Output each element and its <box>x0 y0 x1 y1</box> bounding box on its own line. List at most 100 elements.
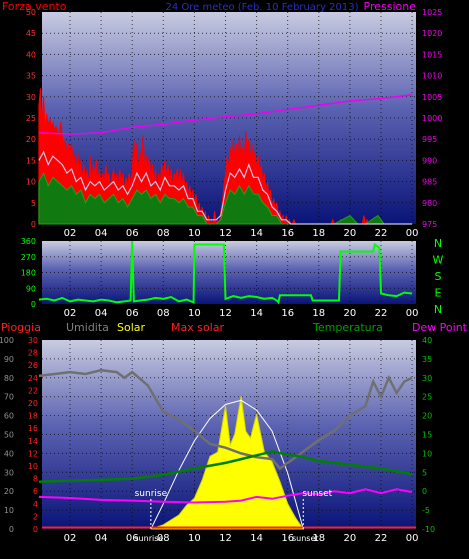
direction-x-tick-label: 02 <box>64 308 77 319</box>
wind-tick-label: 5 <box>31 199 36 208</box>
wind-x-tick-label: 16 <box>281 228 294 239</box>
wind-tick-label: 30 <box>26 93 36 102</box>
direction-x-tick-label: 04 <box>95 308 108 319</box>
dew-point-line <box>38 488 413 504</box>
rain-x-tick-label: 22 <box>375 533 388 544</box>
wind-x-tick-label: 06 <box>126 228 139 239</box>
direction-series <box>38 240 413 305</box>
direction-tick-label: 0 <box>31 300 36 309</box>
temperature-tick-label: 30 <box>422 374 432 383</box>
rain-x-tick-label: 20 <box>344 533 357 544</box>
direction-tick-label: 270 <box>21 253 36 262</box>
wind-tick-label: 45 <box>26 29 36 38</box>
humidity-tick-label: 80 <box>4 374 14 383</box>
rain-x-tick-label: 14 <box>250 533 263 544</box>
max-solar-label: Max solar <box>171 321 224 334</box>
direction-tick-label: 180 <box>21 269 36 278</box>
rain-x-tick-label: 04 <box>95 533 108 544</box>
wind-x-tick-label: 08 <box>157 228 170 239</box>
chart-title: 24 Ore meteo (Feb. 10 February 2013) <box>166 2 359 13</box>
sunrise-plot-label: sunrise <box>135 489 168 499</box>
pressure-tick-label: 975 <box>422 220 437 229</box>
temperature-tick-label: -5 <box>422 506 430 515</box>
rain-temp-panel: Pioggia Umidita Solar Max solar Temperat… <box>0 321 468 544</box>
direction-x-tick-label: 16 <box>281 308 294 319</box>
wind-tick-label: 0 <box>31 220 36 229</box>
rain-tick-label: 12 <box>28 449 38 458</box>
rain-tick-label: 8 <box>33 475 38 484</box>
rain-tick-label: 26 <box>28 361 38 370</box>
pressure-line <box>38 93 413 135</box>
rain-x-tick-label: 10 <box>188 533 201 544</box>
wind-x-tick-label: 12 <box>219 228 232 239</box>
pressure-tick-label: 1015 <box>422 50 442 59</box>
humidity-label: Umidita <box>66 321 109 334</box>
wind-axes: 0510152025303540455097598098599099510001… <box>26 8 443 239</box>
temperature-tick-label: 0 <box>422 487 427 496</box>
solar-label: Solar <box>117 321 146 334</box>
rain-tick-label: 30 <box>28 336 38 345</box>
compass-label: S <box>435 270 442 283</box>
wind-series <box>38 88 413 226</box>
wind-x-tick-label: 14 <box>250 228 263 239</box>
direction-tick-label: 360 <box>21 237 36 246</box>
pressure-tick-label: 1010 <box>422 72 442 81</box>
direction-x-tick-label: 14 <box>250 308 263 319</box>
wind-tick-label: 15 <box>26 156 36 165</box>
rain-x-tick-label: 12 <box>219 533 232 544</box>
direction-x-tick-label: 20 <box>344 308 357 319</box>
wind-tick-label: 50 <box>26 8 36 17</box>
humidity-tick-label: 90 <box>4 355 14 364</box>
wind-tick-label: 40 <box>26 50 36 59</box>
wind-x-tick-label: 04 <box>95 228 108 239</box>
rain-axes: 0102030405060708090100024681012141618202… <box>0 336 435 544</box>
pressure-tick-label: 985 <box>422 178 437 187</box>
rain-x-tick-label: 16 <box>281 533 294 544</box>
rain-x-tick-label: 02 <box>64 533 77 544</box>
direction-tick-label: 90 <box>26 284 36 293</box>
rain-label: Pioggia <box>1 321 41 334</box>
rain-x-tick-label: 00 <box>406 533 419 544</box>
wind-x-tick-label: 18 <box>312 228 325 239</box>
rain-tick-label: 20 <box>28 399 38 408</box>
wind-direction-line <box>38 240 413 305</box>
wind-pressure-panel: Forza vento 24 Ore meteo (Feb. 10 Februa… <box>2 0 442 239</box>
rain-tick-label: 24 <box>28 374 38 383</box>
direction-x-tick-label: 22 <box>375 308 388 319</box>
wind-x-tick-label: 22 <box>375 228 388 239</box>
rain-tick-label: 2 <box>33 512 38 521</box>
pressure-tick-label: 990 <box>422 156 437 165</box>
temperature-tick-label: 15 <box>422 431 432 440</box>
pressure-axis-label: Pressione <box>364 0 417 13</box>
dew-point-label: Dew Point <box>412 321 468 334</box>
rain-series: sunrise sunset <box>38 368 416 530</box>
rain-tick-label: 0 <box>33 525 38 534</box>
rain-tick-label: 14 <box>28 437 38 446</box>
rain-tick-label: 6 <box>33 487 38 496</box>
rain-tick-label: 18 <box>28 412 38 421</box>
humidity-tick-label: 70 <box>4 393 14 402</box>
wind-axis-label: Forza vento <box>2 0 67 13</box>
wind-tick-label: 35 <box>26 72 36 81</box>
max-solar-curve <box>150 399 304 530</box>
wind-x-tick-label: 02 <box>64 228 77 239</box>
rain-tick-label: 10 <box>28 462 38 471</box>
pressure-tick-label: 1000 <box>422 114 442 123</box>
temperature-tick-label: 35 <box>422 355 432 364</box>
humidity-tick-label: 0 <box>9 525 14 534</box>
wind-x-tick-label: 10 <box>188 228 201 239</box>
direction-x-tick-label: 18 <box>312 308 325 319</box>
rain-tick-label: 4 <box>33 500 38 509</box>
temperature-label: Temperatura <box>312 321 383 334</box>
humidity-tick-label: 30 <box>4 468 14 477</box>
wind-tick-label: 10 <box>26 178 36 187</box>
rain-x-tick-label: 06 <box>126 533 139 544</box>
wind-x-tick-label: 20 <box>344 228 357 239</box>
temperature-tick-label: 10 <box>422 449 432 458</box>
sunset-plot-label: sunset <box>302 489 332 499</box>
wind-tick-label: 20 <box>26 135 36 144</box>
compass-label: N <box>434 237 442 250</box>
